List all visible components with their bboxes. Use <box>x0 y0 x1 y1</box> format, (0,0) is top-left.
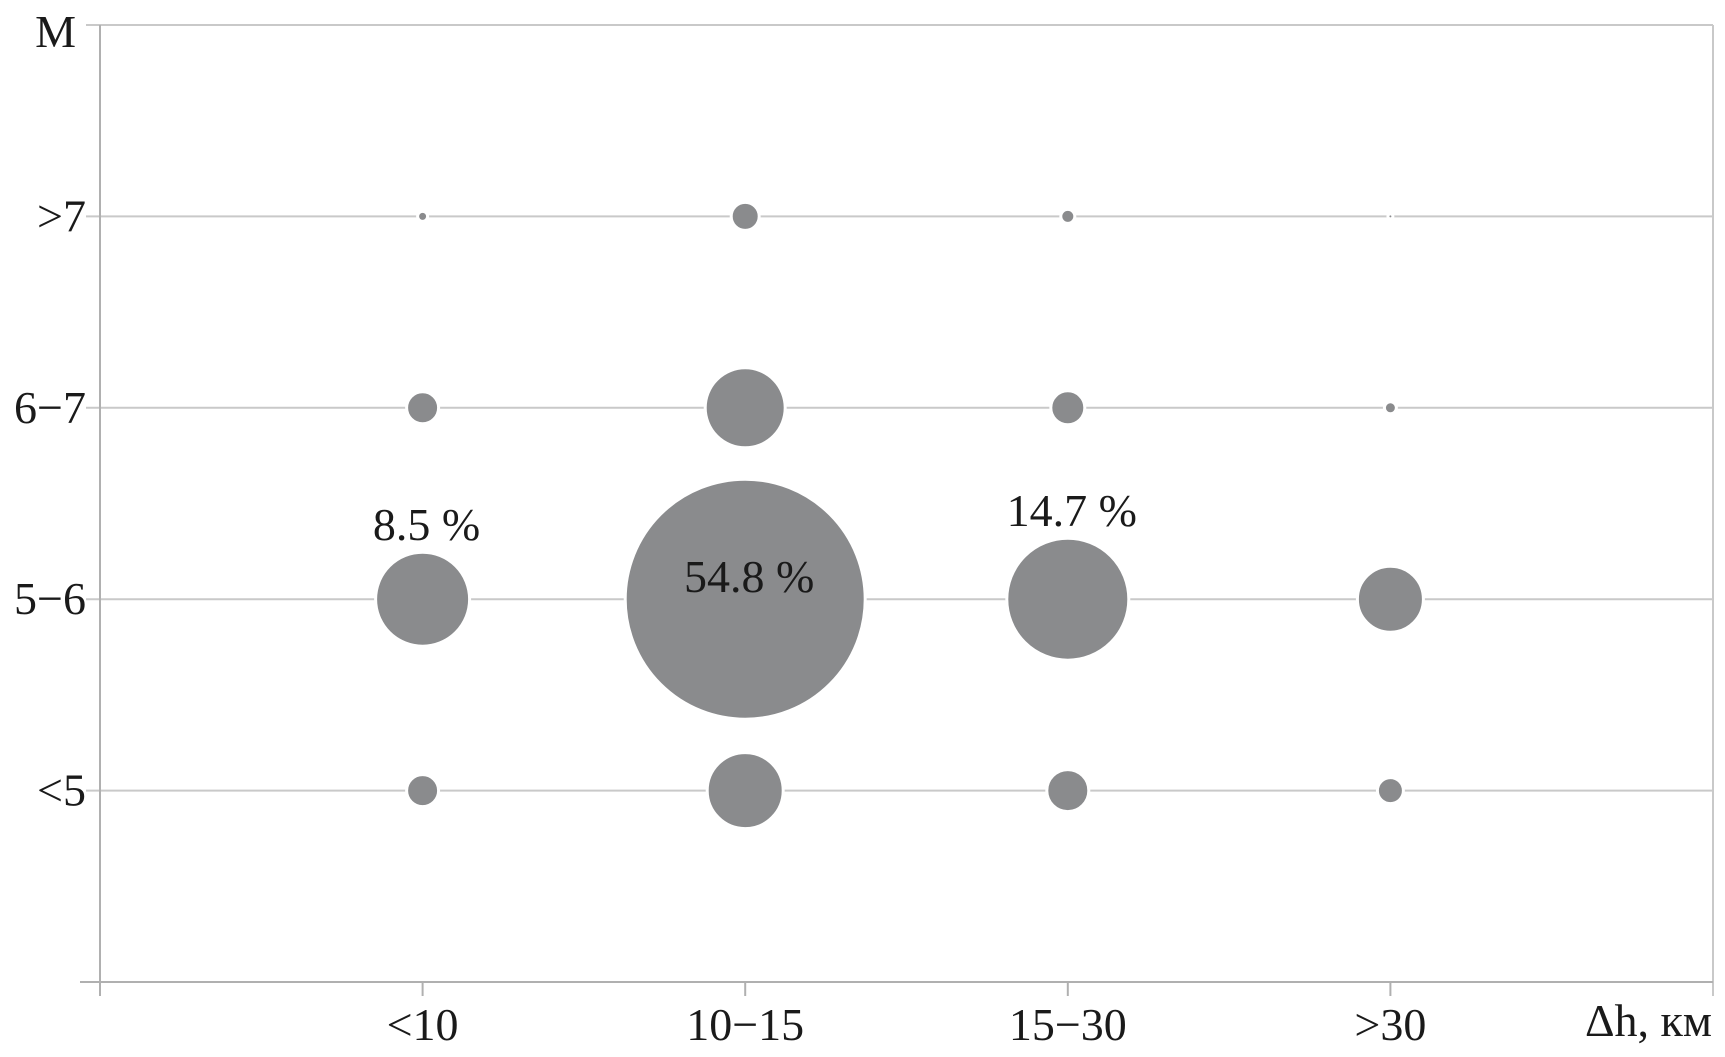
bubble-col0-row2 <box>374 550 472 648</box>
bubble-col3-row3 <box>1375 776 1405 806</box>
bubble-col3-row1 <box>1382 400 1398 416</box>
bubble-percent-label-col1: 54.8 % <box>684 551 814 602</box>
bubble-col1-row2 <box>623 477 867 721</box>
bubble-col3-row0 <box>1386 212 1395 221</box>
bubble-col1-row3 <box>705 751 785 831</box>
bubble-col1-row1 <box>703 366 787 450</box>
bubble-col2-row3 <box>1045 768 1091 814</box>
bubble-col0-row3 <box>405 773 441 809</box>
y-tick-label-0: >7 <box>37 190 86 241</box>
x-tick-label-0: <10 <box>387 999 459 1050</box>
bubble-percent-label-col2: 14.7 % <box>1007 485 1137 536</box>
bubble-col1-row0 <box>729 200 761 232</box>
bubble-col0-row0 <box>416 209 430 223</box>
bubble-col3-row2 <box>1355 564 1425 634</box>
y-tick-label-2: 5−6 <box>14 573 86 624</box>
x-tick-label-1: 10−15 <box>686 999 804 1050</box>
bubble-percent-label-col0: 8.5 % <box>373 499 480 550</box>
bubble-col2-row2 <box>1005 536 1131 662</box>
x-tick-label-2: 15−30 <box>1009 999 1127 1050</box>
x-axis-title: Δh, км <box>1585 995 1712 1046</box>
bubble-col0-row1 <box>405 390 441 426</box>
bubble-col2-row1 <box>1049 389 1087 427</box>
y-tick-label-1: 6−7 <box>14 382 86 433</box>
bubble-col2-row0 <box>1059 207 1077 225</box>
y-tick-label-3: <5 <box>37 765 86 816</box>
y-axis-title: M <box>35 6 76 57</box>
x-tick-label-3: >30 <box>1354 999 1426 1050</box>
